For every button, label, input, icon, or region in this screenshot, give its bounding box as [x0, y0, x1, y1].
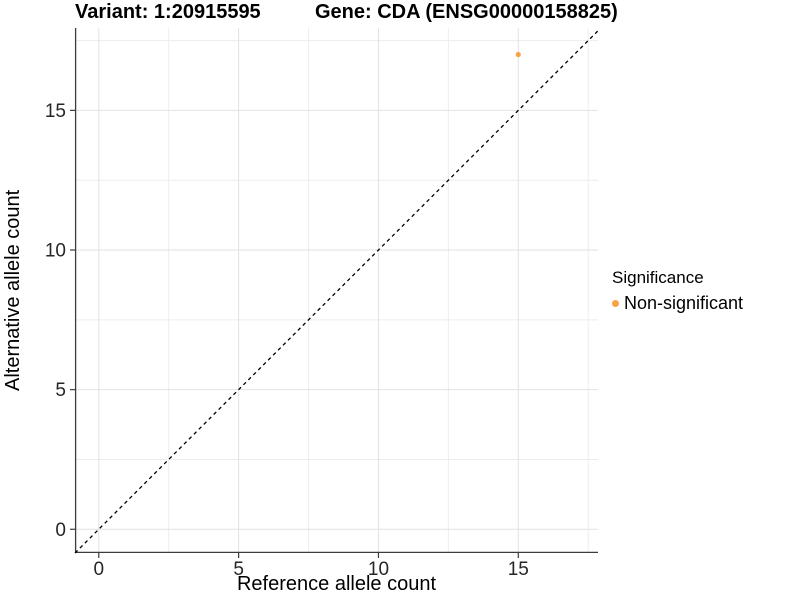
- x-tick-label: 0: [93, 559, 104, 580]
- legend: Significance Non-significant: [612, 268, 743, 314]
- y-tick-label: 5: [55, 380, 66, 401]
- y-tick-label: 10: [45, 241, 66, 262]
- x-axis-title: Reference allele count: [236, 573, 436, 595]
- plot-title-variant: Variant: 1:20915595: [75, 1, 261, 23]
- data-point: [515, 51, 521, 58]
- y-tick-label: 0: [55, 520, 66, 541]
- legend-title: Significance: [612, 268, 704, 287]
- legend-point-icon: [612, 299, 619, 307]
- identity-line: [74, 30, 599, 554]
- y-axis-title: Alternative allele count: [2, 189, 24, 392]
- y-tick-label: 15: [45, 101, 66, 122]
- x-tick-label: 5: [233, 559, 244, 580]
- plot-title-gene: Gene: CDA (ENSG00000158825): [315, 1, 618, 23]
- plot-panel: 0 5 10 15 0 5 10 15: [45, 28, 599, 580]
- legend-item-label: Non-significant: [624, 292, 744, 313]
- legend-item-non-significant: Non-significant: [612, 292, 743, 314]
- x-tick-label: 10: [368, 559, 389, 580]
- x-tick-label: 15: [508, 559, 529, 580]
